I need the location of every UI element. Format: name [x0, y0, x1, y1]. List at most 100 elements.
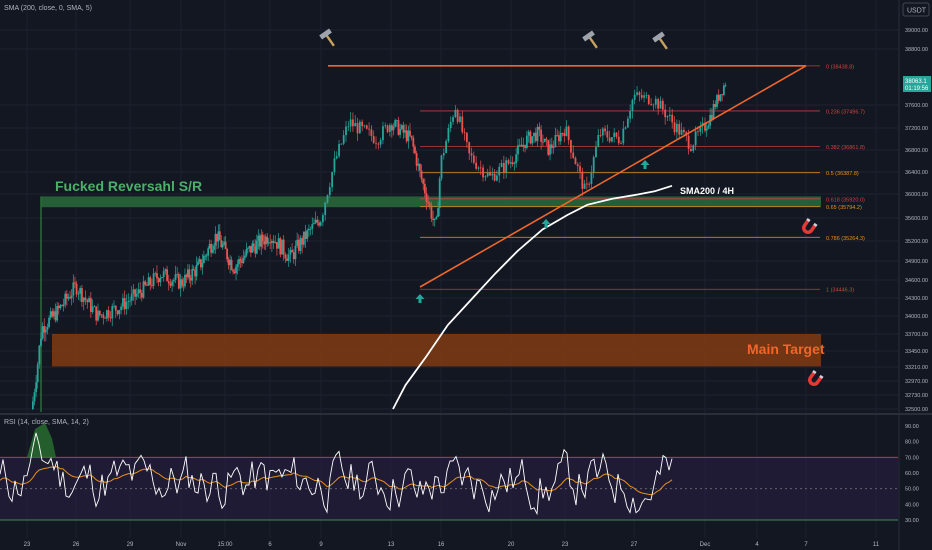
candle-body — [694, 131, 697, 146]
indicator-label: SMA (200, close, 0, SMA, 5) — [4, 5, 92, 12]
arrow-up-icon — [541, 219, 551, 228]
candle-body — [189, 278, 192, 281]
candle-body — [161, 277, 163, 279]
candle-body — [229, 259, 231, 266]
candle-body — [430, 205, 433, 219]
candle-body — [291, 249, 293, 253]
candle-body — [377, 143, 380, 145]
candle-body — [710, 114, 713, 120]
candle-body — [123, 298, 126, 310]
candle-body — [671, 114, 674, 123]
candle-body — [44, 329, 47, 333]
candle-body — [340, 143, 343, 145]
candle-body — [520, 144, 523, 147]
candle-body — [104, 317, 107, 319]
candle-body — [241, 261, 243, 263]
candle-body — [394, 120, 397, 127]
candle-body — [260, 234, 263, 247]
candle-body — [659, 100, 662, 109]
candle-body — [172, 279, 175, 282]
candle-body — [675, 123, 678, 133]
candle-body — [518, 144, 521, 146]
candle-body — [296, 239, 299, 246]
candle-body — [218, 231, 221, 241]
candle-body — [538, 126, 541, 130]
candle-body — [615, 132, 618, 137]
candle-body — [186, 269, 189, 277]
candle-body — [223, 241, 226, 245]
candle-body — [386, 125, 389, 132]
time-tick: 11 — [873, 542, 880, 548]
time-tick: 9 — [319, 542, 323, 548]
candle-body — [699, 126, 702, 132]
candle-body — [236, 264, 239, 267]
candle-body — [565, 126, 568, 136]
candle-body — [200, 259, 202, 268]
price-axis: 39000.00 38800.00 37600.00 37200.00 36800.00… — [905, 28, 928, 413]
candle-body — [100, 314, 103, 316]
candle-body — [392, 126, 395, 131]
zone-rect — [41, 196, 821, 208]
candle-body — [75, 283, 78, 295]
candle-body — [109, 317, 112, 319]
candle-body — [54, 311, 57, 321]
candle-body — [454, 109, 457, 118]
candle-body — [95, 306, 98, 321]
candle-body — [31, 401, 34, 409]
fib-label: 0.5 (36387.8) — [826, 171, 859, 177]
candle-body — [533, 132, 535, 137]
candle-body — [428, 203, 431, 206]
candle-body — [137, 289, 140, 294]
candle-body — [463, 132, 466, 133]
candle-body — [145, 284, 148, 286]
candle-body — [113, 305, 115, 307]
candle-body — [174, 274, 177, 280]
candle-body — [438, 178, 441, 209]
candle-body — [251, 243, 254, 253]
time-tick: Nov — [176, 542, 187, 548]
candle-body — [70, 295, 73, 299]
zone-top-label: Fucked Reversahl S/R — [55, 178, 202, 194]
zones — [40, 196, 821, 412]
price-tick: 35200.00 — [905, 239, 928, 245]
candle-body — [349, 119, 352, 127]
candle-body — [267, 242, 270, 244]
candle-body — [181, 279, 183, 286]
candle-body — [645, 95, 648, 96]
rsi-overbought-fill — [27, 422, 56, 458]
candle-body — [370, 129, 373, 137]
candle-body — [470, 153, 473, 156]
candle-body — [51, 311, 54, 317]
fib-label: 0.65 (35794.2) — [826, 205, 862, 211]
candle-body — [419, 163, 421, 171]
time-tick: 29 — [127, 542, 134, 548]
candle-body — [477, 167, 480, 169]
sma200-line — [392, 184, 673, 410]
candle-body — [570, 140, 572, 153]
candle-body — [144, 281, 147, 285]
candle-body — [661, 100, 664, 110]
magnet-icon-tip — [812, 370, 817, 375]
candle-body — [522, 144, 525, 147]
candle-body — [525, 135, 528, 148]
candle-body — [493, 173, 496, 181]
candle-body — [211, 249, 214, 253]
candle-body — [301, 238, 304, 245]
candle-body — [423, 183, 426, 194]
candle-body — [249, 246, 252, 253]
sma-tag-label: SMA200 / 4H — [680, 186, 734, 196]
candle-body — [184, 274, 186, 287]
candle-body — [177, 274, 180, 289]
candle-body — [608, 137, 611, 142]
price-tick: 36000.00 — [905, 192, 928, 198]
candle-body — [588, 183, 591, 185]
candle-body — [683, 129, 685, 133]
candle-body — [227, 259, 230, 266]
magnet-icon-tip — [806, 218, 811, 223]
price-tick: 38800.00 — [905, 47, 928, 53]
currency-box[interactable] — [902, 2, 930, 17]
candle-body — [77, 293, 80, 295]
candle-body — [668, 114, 671, 116]
candle-body — [224, 241, 227, 250]
currency-label[interactable]: USDT — [907, 8, 927, 15]
